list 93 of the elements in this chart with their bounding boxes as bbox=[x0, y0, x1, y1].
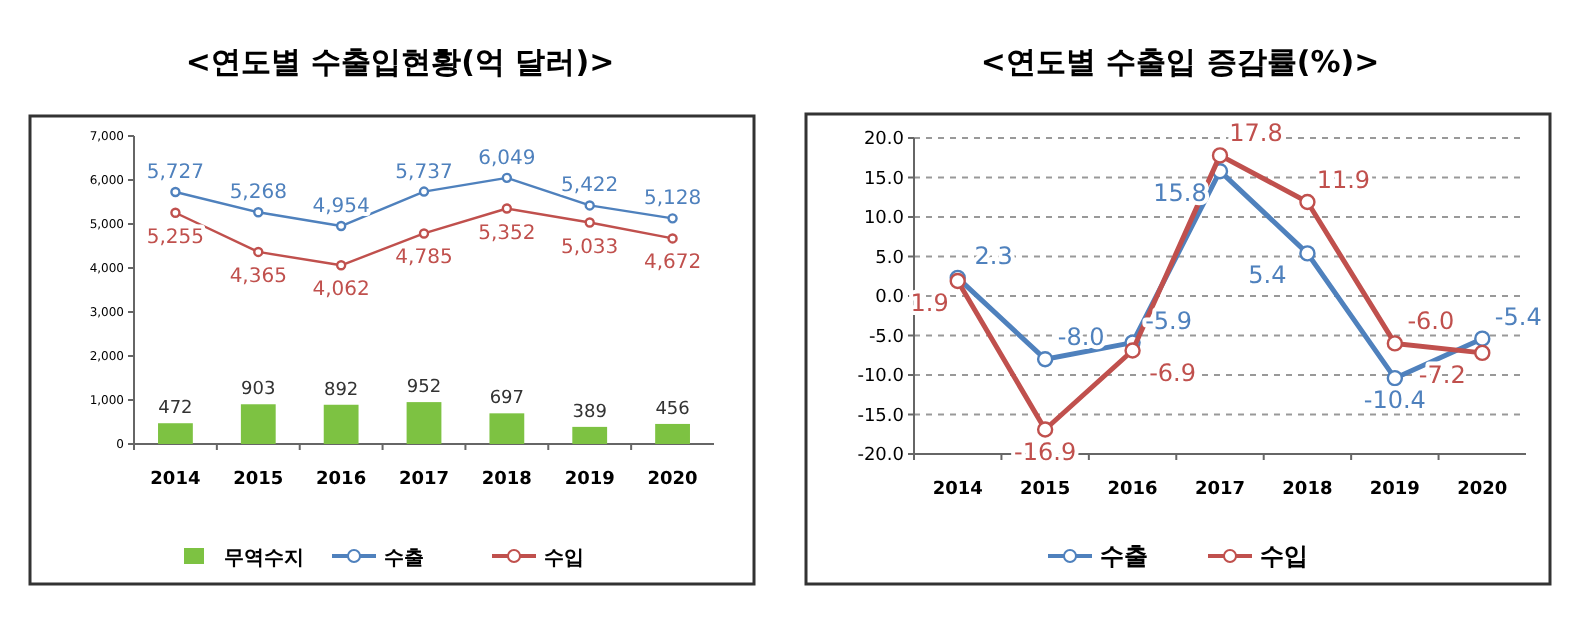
x-tick-label: 2017 bbox=[1194, 480, 1246, 500]
data-label: -5.9 bbox=[1145, 306, 1192, 335]
y-tick-label: 20.0 bbox=[863, 130, 905, 151]
data-label: -5.4 bbox=[1494, 302, 1542, 331]
data-label: -7.2 bbox=[1418, 360, 1466, 389]
x-tick-label: 2014 bbox=[150, 470, 201, 490]
data-label: 472 bbox=[158, 399, 193, 420]
data-label: 5,268 bbox=[229, 182, 287, 205]
y-tick-label: -20.0 bbox=[857, 446, 905, 467]
y-tick-label: -10.0 bbox=[857, 367, 905, 388]
data-label: 5,352 bbox=[478, 222, 536, 245]
point bbox=[667, 233, 678, 244]
point bbox=[170, 186, 181, 198]
data-label: 4,365 bbox=[229, 265, 287, 288]
bar bbox=[572, 426, 608, 444]
y-tick-label: -5.0 bbox=[868, 327, 905, 348]
x-tick-label: 2014 bbox=[932, 480, 983, 500]
bar bbox=[240, 404, 276, 444]
data-label: 4,785 bbox=[395, 247, 453, 270]
point bbox=[1386, 369, 1404, 387]
point bbox=[1474, 344, 1491, 362]
bar bbox=[655, 423, 690, 444]
point bbox=[501, 172, 513, 184]
data-label: 5,128 bbox=[643, 188, 702, 211]
bar bbox=[323, 404, 359, 444]
point bbox=[418, 228, 430, 239]
point bbox=[253, 207, 264, 218]
point bbox=[1386, 335, 1404, 352]
point bbox=[335, 220, 347, 232]
data-label: -6.0 bbox=[1407, 307, 1455, 336]
point bbox=[1036, 421, 1054, 438]
data-label: 952 bbox=[406, 378, 442, 399]
legend-label: 수출 bbox=[1100, 542, 1148, 570]
data-label: 2.3 bbox=[974, 241, 1013, 270]
point bbox=[667, 213, 678, 224]
y-tick-label: -15.0 bbox=[857, 406, 905, 427]
data-label: 4,672 bbox=[643, 252, 702, 275]
x-tick-label: 2016 bbox=[316, 470, 367, 490]
bar bbox=[158, 423, 193, 444]
point bbox=[584, 200, 595, 211]
data-label: 456 bbox=[655, 399, 691, 420]
point bbox=[1211, 147, 1229, 164]
data-label: 4,062 bbox=[312, 279, 370, 302]
data-label: 5,033 bbox=[561, 236, 619, 259]
x-tick-label: 2020 bbox=[647, 470, 698, 490]
legend-label: 수입 bbox=[1260, 542, 1308, 570]
chart-title: <연도별 수출입현황(억 달러)> bbox=[185, 44, 615, 80]
data-label: 6,049 bbox=[478, 147, 536, 170]
y-tick-label: 15.0 bbox=[863, 169, 905, 190]
x-tick-label: 2017 bbox=[398, 470, 450, 490]
point bbox=[335, 260, 347, 271]
point bbox=[170, 207, 181, 218]
data-label: 5,422 bbox=[561, 175, 619, 198]
point bbox=[1124, 342, 1141, 359]
x-tick-label: 2015 bbox=[1020, 480, 1071, 500]
data-label: 5,255 bbox=[146, 226, 205, 249]
point bbox=[1299, 193, 1316, 211]
x-tick-label: 2020 bbox=[1457, 480, 1508, 500]
legend-label: 무역수지 bbox=[224, 548, 304, 570]
x-tick-label: 2019 bbox=[564, 470, 615, 490]
y-tick-label: 0.0 bbox=[875, 288, 905, 309]
point bbox=[1299, 245, 1316, 262]
point bbox=[418, 186, 430, 197]
bar bbox=[406, 402, 442, 444]
x-tick-label: 2015 bbox=[233, 470, 284, 490]
data-label: -10.4 bbox=[1363, 386, 1426, 415]
y-tick-label: 5.0 bbox=[875, 248, 905, 269]
point bbox=[253, 246, 264, 258]
data-label: 5,727 bbox=[146, 162, 205, 185]
bar bbox=[489, 413, 525, 444]
point bbox=[1474, 330, 1491, 347]
x-tick-label: 2018 bbox=[481, 470, 532, 490]
data-label: 11.9 bbox=[1316, 165, 1371, 194]
y-tick-label: 10.0 bbox=[863, 209, 905, 230]
data-label: -8.0 bbox=[1057, 323, 1105, 352]
chart-title: <연도별 수출입 증감률(%)> bbox=[980, 44, 1380, 80]
data-label: 5.4 bbox=[1248, 261, 1287, 290]
x-tick-label: 2016 bbox=[1107, 480, 1158, 500]
data-label: 389 bbox=[572, 402, 608, 423]
data-label: 903 bbox=[241, 380, 276, 401]
point bbox=[501, 203, 513, 214]
x-tick-label: 2019 bbox=[1369, 480, 1420, 500]
data-label: 4,954 bbox=[312, 196, 370, 219]
data-label: 5,737 bbox=[395, 161, 453, 184]
x-tick-label: 2018 bbox=[1282, 480, 1333, 500]
legend-label: 수출 bbox=[384, 548, 424, 570]
point bbox=[584, 217, 595, 228]
legend-label: 수입 bbox=[544, 548, 584, 570]
data-label: 17.8 bbox=[1229, 119, 1283, 148]
data-label: 892 bbox=[323, 380, 359, 401]
point bbox=[1036, 351, 1054, 368]
data-label: -6.9 bbox=[1149, 358, 1196, 387]
data-label: 697 bbox=[489, 389, 525, 410]
